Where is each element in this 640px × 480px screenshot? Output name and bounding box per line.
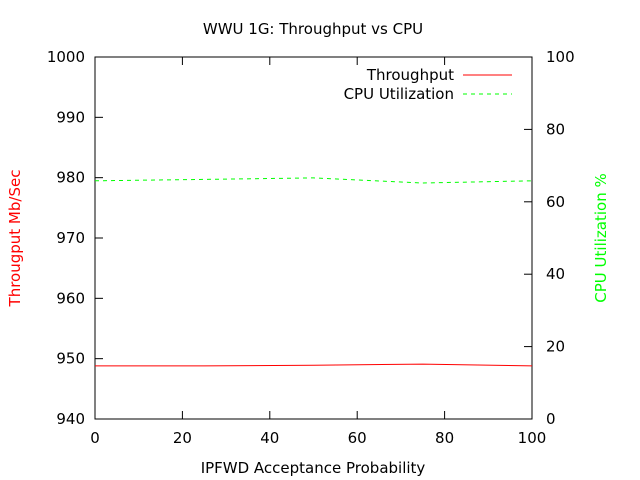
x-tick-label: 100 — [518, 429, 547, 447]
y2-axis-label: CPU Utilization % — [592, 173, 610, 302]
y-tick-label: 960 — [56, 289, 85, 307]
y2-tick-label: 0 — [546, 410, 556, 428]
x-axis: 0 20 40 60 80 100 — [90, 57, 546, 447]
series-line-cpu-utilization — [94, 177, 533, 184]
y2-tick-label: 20 — [546, 338, 565, 356]
series-layer — [94, 177, 533, 367]
x-tick-label: 80 — [435, 429, 454, 447]
y-tick-label: 980 — [56, 169, 85, 187]
x-tick-label: 40 — [260, 429, 279, 447]
y2-tick-label: 40 — [546, 265, 565, 283]
chart-title: WWU 1G: Throughput vs CPU — [203, 20, 423, 38]
y-axis-right: 0 20 40 60 80 100 — [524, 48, 575, 428]
y-axis-label: Througput Mb/Sec — [6, 170, 24, 308]
y-tick-label: 950 — [56, 350, 85, 368]
y-tick-label: 1000 — [47, 48, 85, 66]
y2-tick-label: 100 — [546, 48, 575, 66]
x-tick-label: 20 — [173, 429, 192, 447]
y2-tick-label: 60 — [546, 193, 565, 211]
y-tick-label: 940 — [56, 410, 85, 428]
legend-label-throughput: Throughput — [366, 66, 454, 84]
legend: Throughput CPU Utilization — [344, 66, 512, 103]
x-tick-label: 60 — [348, 429, 367, 447]
x-tick-label: 0 — [90, 429, 100, 447]
y-tick-label: 970 — [56, 229, 85, 247]
y-tick-label: 990 — [56, 108, 85, 126]
y-axis-left: 940 950 960 970 980 990 1000 — [47, 48, 103, 428]
legend-label-cpu-utilization: CPU Utilization — [344, 85, 454, 103]
y2-tick-label: 80 — [546, 120, 565, 138]
x-axis-label: IPFWD Acceptance Probability — [201, 459, 426, 477]
series-line-throughput — [95, 363, 533, 367]
